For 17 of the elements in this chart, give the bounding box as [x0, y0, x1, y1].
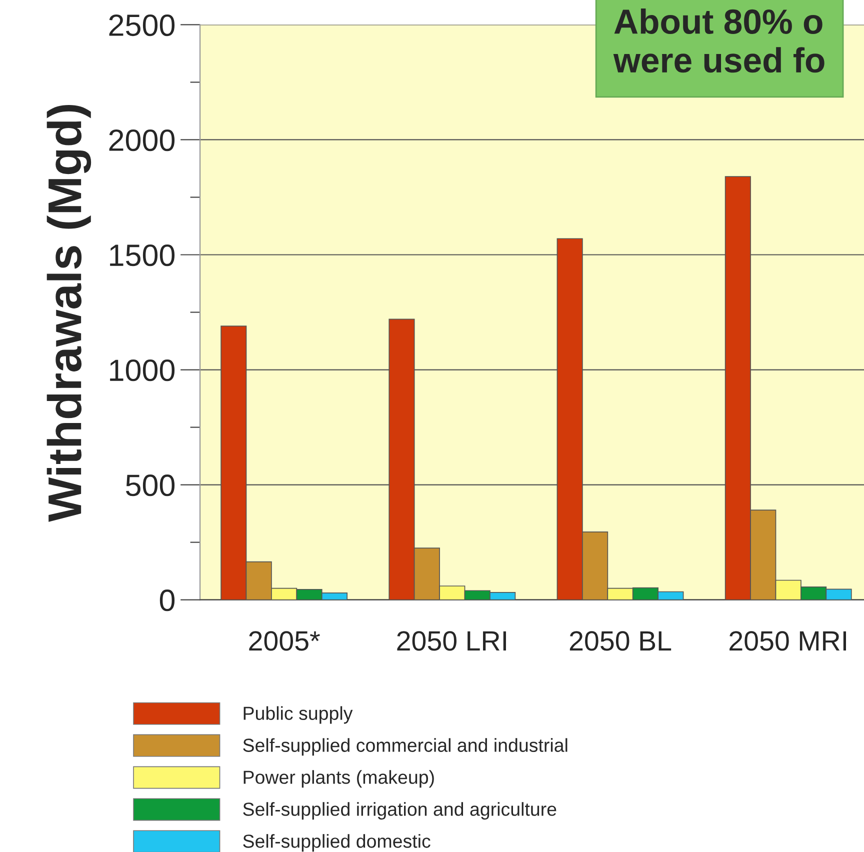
- legend-label: Power plants (makeup): [244, 770, 434, 788]
- y-tick-label: 2500: [109, 14, 175, 36]
- y-tick-label: 0: [160, 590, 175, 612]
- annotation: About 80% o were used fo: [613, 8, 824, 73]
- y-tick-label: 2000: [109, 129, 175, 152]
- legend-label: Public supply: [244, 706, 353, 724]
- legend-label: Self-supplied domestic: [243, 834, 430, 852]
- y-tick-label: 500: [126, 474, 175, 496]
- x-tick-label: 2050 LRI: [397, 631, 506, 651]
- y-tick-label: 1500: [110, 244, 175, 266]
- x-tick-label: 2050 BL: [570, 631, 672, 651]
- legend-label: Self-supplied commercial and industrial: [243, 738, 568, 756]
- x-tick-label: 2005*: [249, 631, 320, 651]
- legend-label: Self-supplied irrigation and agriculture: [243, 802, 556, 820]
- x-tick-label: 2050 MRI: [730, 631, 846, 651]
- y-axis-title: Withdrawals (Mgd): [46, 104, 92, 522]
- y-tick-label: 1000: [110, 360, 175, 382]
